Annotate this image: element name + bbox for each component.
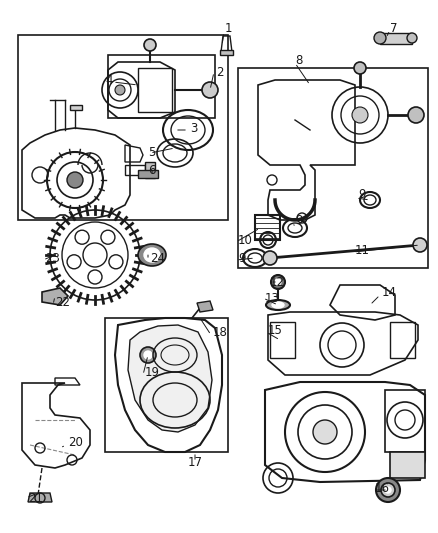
Ellipse shape <box>138 244 166 266</box>
Polygon shape <box>138 170 158 178</box>
Ellipse shape <box>275 279 281 285</box>
Text: 5: 5 <box>148 147 155 159</box>
Polygon shape <box>380 33 412 44</box>
Ellipse shape <box>266 300 290 310</box>
Text: 9: 9 <box>295 214 303 227</box>
Polygon shape <box>390 452 425 478</box>
Ellipse shape <box>408 107 424 123</box>
Ellipse shape <box>140 347 156 363</box>
Text: 12: 12 <box>270 276 285 288</box>
Ellipse shape <box>144 351 152 359</box>
Ellipse shape <box>352 107 368 123</box>
Ellipse shape <box>115 85 125 95</box>
Ellipse shape <box>144 39 156 51</box>
Text: 13: 13 <box>265 292 280 304</box>
Bar <box>18 35 228 220</box>
Ellipse shape <box>376 478 400 502</box>
Bar <box>105 318 228 452</box>
Ellipse shape <box>109 255 123 269</box>
Text: 15: 15 <box>268 324 283 336</box>
Ellipse shape <box>413 238 427 252</box>
Polygon shape <box>145 162 155 178</box>
Ellipse shape <box>271 275 285 289</box>
Text: 17: 17 <box>187 456 202 469</box>
Ellipse shape <box>354 62 366 74</box>
Text: 22: 22 <box>55 296 70 310</box>
Ellipse shape <box>272 302 284 308</box>
Ellipse shape <box>88 270 102 284</box>
Ellipse shape <box>75 230 89 244</box>
Text: 19: 19 <box>145 367 160 379</box>
Ellipse shape <box>374 32 386 44</box>
Text: 11: 11 <box>355 244 370 256</box>
Text: 20: 20 <box>68 437 83 449</box>
Polygon shape <box>28 493 52 502</box>
Text: 1: 1 <box>225 21 233 35</box>
Ellipse shape <box>202 82 218 98</box>
Ellipse shape <box>263 251 277 265</box>
Text: 8: 8 <box>295 53 302 67</box>
Text: 23: 23 <box>45 252 60 264</box>
Polygon shape <box>128 325 212 432</box>
Text: 7: 7 <box>390 21 398 35</box>
Ellipse shape <box>67 255 81 269</box>
Ellipse shape <box>407 33 417 43</box>
Polygon shape <box>220 50 233 55</box>
Polygon shape <box>197 301 213 312</box>
Text: 14: 14 <box>382 287 397 300</box>
Ellipse shape <box>101 230 115 244</box>
Bar <box>238 68 428 268</box>
Ellipse shape <box>144 248 160 262</box>
Text: 2: 2 <box>216 66 223 78</box>
Bar <box>108 55 215 118</box>
Ellipse shape <box>313 420 337 444</box>
Text: 10: 10 <box>238 233 253 246</box>
Text: 9: 9 <box>358 189 365 201</box>
Polygon shape <box>70 105 82 110</box>
Text: 24: 24 <box>150 252 165 264</box>
Polygon shape <box>42 288 68 305</box>
Text: 6: 6 <box>148 164 155 176</box>
Text: 4: 4 <box>105 74 113 86</box>
Text: 3: 3 <box>190 122 198 134</box>
Text: 21: 21 <box>28 491 43 505</box>
Ellipse shape <box>381 483 395 497</box>
Text: 18: 18 <box>213 327 228 340</box>
Text: 16: 16 <box>375 481 390 495</box>
Ellipse shape <box>67 172 83 188</box>
Text: 9: 9 <box>238 252 246 264</box>
Ellipse shape <box>385 487 391 493</box>
